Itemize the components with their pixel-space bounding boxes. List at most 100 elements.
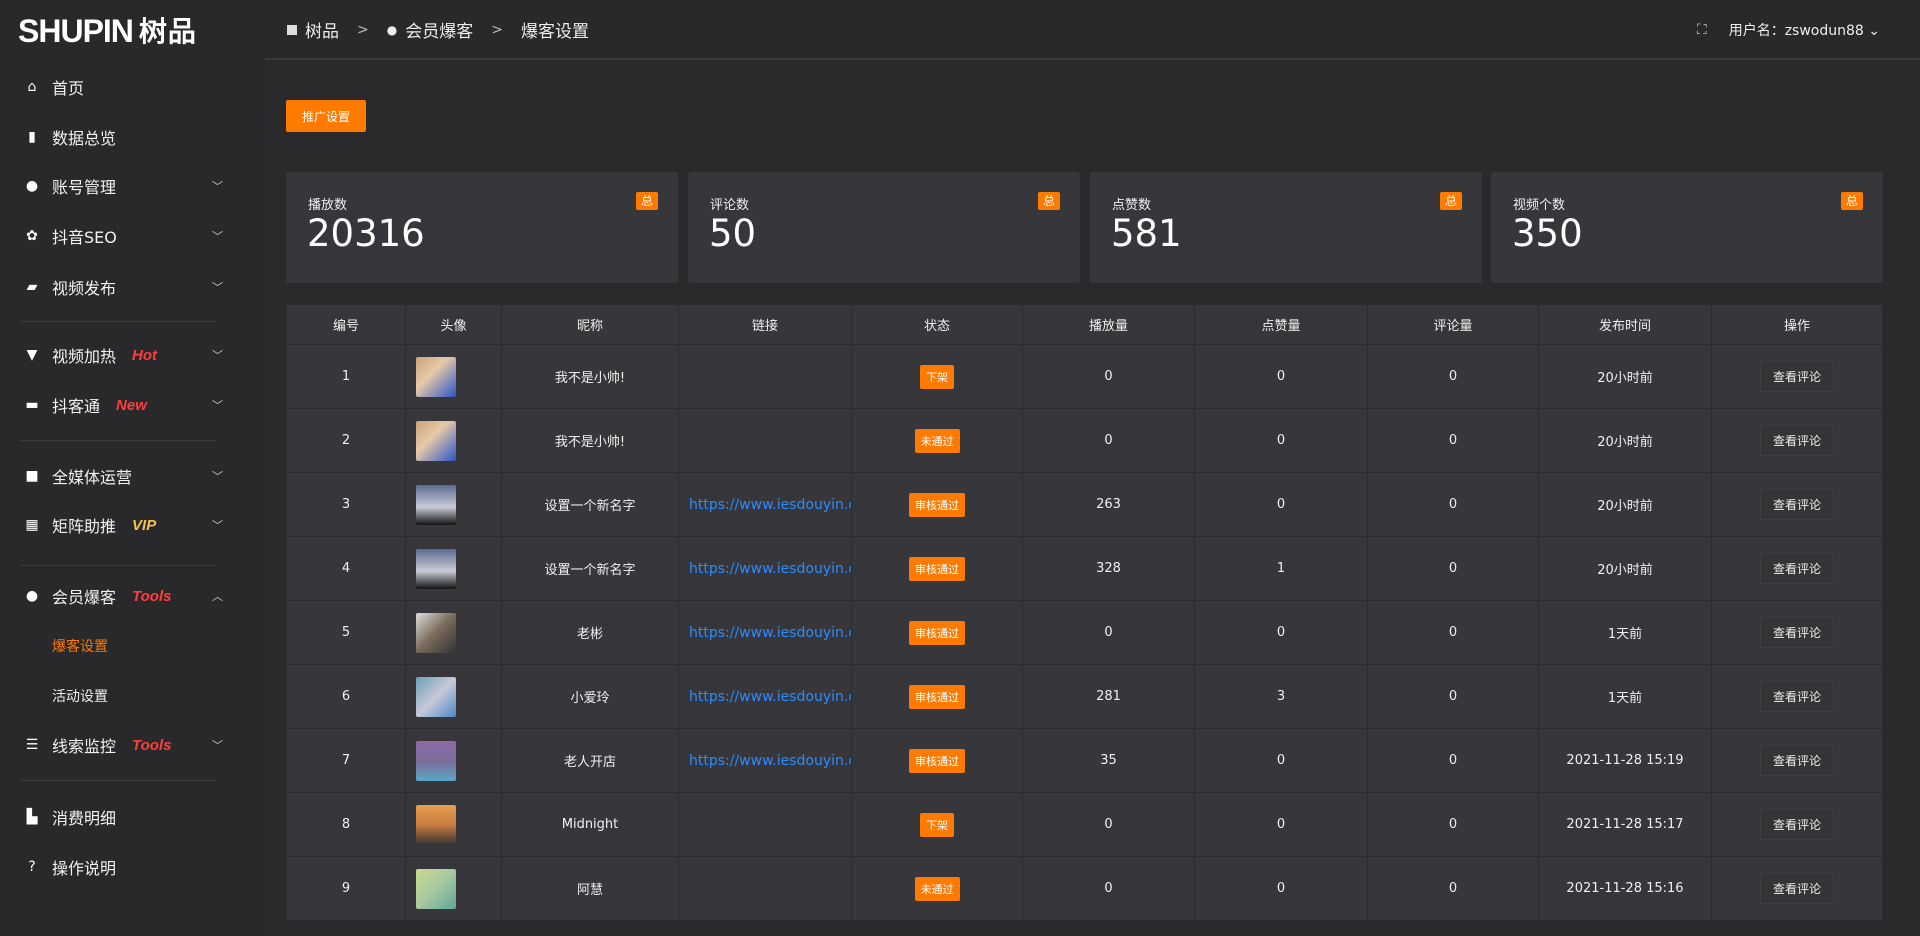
stat-label: 点赞数 — [1112, 198, 1152, 213]
grid-icon: ▦ — [25, 517, 39, 533]
table-row: 2 我不是小帅! 未通过 0 0 0 20小时前 查看评论 — [286, 408, 1883, 473]
table-row: 9 阿慧 未通过 0 0 0 2021-11-28 15:16 查看评论 — [286, 856, 1883, 921]
cell — [678, 408, 852, 473]
view-comments-button[interactable]: 查看评论 — [1759, 425, 1834, 456]
user-menu[interactable]: 用户名：zswodun88 ⌄ — [1729, 20, 1880, 40]
video-link[interactable]: https://www.iesdouyin.c — [678, 664, 852, 729]
fullscreen-icon[interactable]: ⛶ — [1696, 22, 1707, 38]
avatar — [416, 868, 456, 909]
cell: 老彬 — [501, 600, 679, 665]
cell: 0 — [1367, 536, 1539, 601]
chevron-icon[interactable]: ﹀ — [212, 349, 223, 362]
user-icon: ● — [25, 588, 39, 604]
video-link[interactable]: https://www.iesdouyin.c — [678, 728, 852, 793]
stat-label: 视频个数 — [1513, 198, 1566, 213]
view-comments-button[interactable]: 查看评论 — [1759, 809, 1834, 840]
view-comments-button[interactable]: 查看评论 — [1759, 361, 1834, 392]
chevron-icon[interactable]: ﹀ — [212, 230, 223, 243]
stat-value: 350 — [1512, 212, 1583, 255]
status-badge: 下架 — [920, 364, 954, 389]
avatar — [416, 356, 456, 397]
sidebar-item-7[interactable]: ■ 全媒体运营 ﹀ — [0, 456, 265, 496]
sidebar-item-tag: Tools — [132, 587, 172, 605]
cell: 1天前 — [1538, 600, 1712, 665]
breadcrumb-home[interactable]: 树品 — [305, 22, 339, 42]
sidebar-item-8[interactable]: ▦ 矩阵助推 VIP ﹀ — [0, 505, 265, 545]
sidebar-item-label: 操作说明 — [52, 859, 117, 878]
video-link[interactable]: https://www.iesdouyin.c — [678, 472, 852, 537]
logo[interactable]: SHUPIN 树品 — [18, 13, 197, 50]
promo-settings-button[interactable]: 推广设置 — [286, 100, 366, 132]
view-comments-button[interactable]: 查看评论 — [1759, 489, 1834, 520]
sidebar-item-2[interactable]: ● 账号管理 ﹀ — [0, 166, 265, 206]
chevron-icon[interactable]: ﹀ — [212, 470, 223, 483]
sidebar-item-3[interactable]: ✿ 抖音SEO ﹀ — [0, 216, 265, 256]
cell: 老人开店 — [501, 728, 679, 793]
stat-card: 播放数 20316 总 — [286, 172, 678, 283]
cell: 审核通过 — [851, 536, 1023, 601]
chevron-icon[interactable]: ﹀ — [212, 739, 223, 752]
cell: 20小时前 — [1538, 536, 1712, 601]
sidebar-item-4[interactable]: ▰ 视频发布 ﹀ — [0, 267, 265, 307]
chevron-icon[interactable]: ︿ — [212, 590, 223, 603]
cell: 3 — [286, 472, 406, 537]
view-comments-button[interactable]: 查看评论 — [1759, 681, 1834, 712]
sidebar-item-11[interactable]: ▙ 消费明细 — [0, 797, 265, 837]
divider — [20, 440, 216, 441]
column-header: 点赞量 — [1194, 304, 1368, 345]
home-icon: ⌂ — [27, 79, 37, 95]
cell: 审核通过 — [851, 472, 1023, 537]
chevron-icon[interactable]: ﹀ — [212, 519, 223, 532]
cell — [405, 536, 502, 601]
view-comments-button[interactable]: 查看评论 — [1759, 873, 1834, 904]
sidebar-item-label: 首页 — [52, 79, 85, 98]
sidebar-item-12[interactable]: ? 操作说明 — [0, 847, 265, 887]
sidebar-sub-baoke-settings[interactable]: 爆客设置 — [52, 639, 108, 655]
cell: 0 — [1367, 344, 1539, 409]
cell: 查看评论 — [1711, 664, 1883, 729]
table-row: 8 Midnight 下架 0 0 0 2021-11-28 15:17 查看评论 — [286, 792, 1883, 857]
total-badge: 总 — [636, 192, 658, 210]
cell — [405, 664, 502, 729]
cell: 设置一个新名字 — [501, 472, 679, 537]
gear-icon: ✿ — [26, 228, 38, 244]
cell: 328 — [1022, 536, 1195, 601]
divider — [20, 321, 216, 322]
chevron-icon[interactable]: ﹀ — [212, 281, 223, 294]
video-link[interactable]: https://www.iesdouyin.c — [678, 536, 852, 601]
cell: 我不是小帅! — [501, 344, 679, 409]
breadcrumb-member[interactable]: 会员爆客 — [405, 22, 474, 42]
cell: 阿慧 — [501, 856, 679, 921]
sidebar-sub-activity-settings[interactable]: 活动设置 — [52, 689, 108, 705]
chevron-icon[interactable]: ﹀ — [212, 399, 223, 412]
view-comments-button[interactable]: 查看评论 — [1759, 617, 1834, 648]
stat-label: 评论数 — [710, 198, 750, 213]
logo-cn: 树品 — [138, 16, 197, 47]
cell: 6 — [286, 664, 406, 729]
divider — [20, 565, 216, 566]
cell: 2021-11-28 15:19 — [1538, 728, 1712, 793]
cell: 0 — [1194, 344, 1368, 409]
cell: 审核通过 — [851, 600, 1023, 665]
cell: 下架 — [851, 344, 1023, 409]
cell: 281 — [1022, 664, 1195, 729]
sidebar-item-label: 数据总览 — [52, 129, 117, 148]
chevron-right-icon: > — [491, 21, 503, 38]
view-comments-button[interactable]: 查看评论 — [1759, 553, 1834, 584]
sidebar-item-label: 抖音SEO — [52, 228, 117, 247]
view-comments-button[interactable]: 查看评论 — [1759, 745, 1834, 776]
sidebar-item-1[interactable]: ▮ 数据总览 — [0, 117, 265, 157]
user-icon: ● — [25, 178, 39, 194]
sidebar-item-10[interactable]: ☰ 线索监控 Tools ﹀ — [0, 725, 265, 765]
sidebar-item-0[interactable]: ⌂ 首页 — [0, 67, 265, 107]
sidebar-item-5[interactable]: ▼ 视频加热 Hot ﹀ — [0, 335, 265, 375]
breadcrumb-current: 爆客设置 — [520, 22, 589, 42]
cell: 2021-11-28 15:16 — [1538, 856, 1712, 921]
sidebar-item-6[interactable]: ▬ 抖客通 New ﹀ — [0, 385, 265, 425]
chevron-icon[interactable]: ﹀ — [212, 180, 223, 193]
cell: 20小时前 — [1538, 472, 1712, 537]
video-link[interactable]: https://www.iesdouyin.c — [678, 600, 852, 665]
sidebar-item-label: 账号管理 — [52, 178, 117, 197]
user-icon: ● — [386, 22, 398, 37]
sidebar-item-9[interactable]: ● 会员爆客 Tools ︿ — [0, 576, 265, 616]
